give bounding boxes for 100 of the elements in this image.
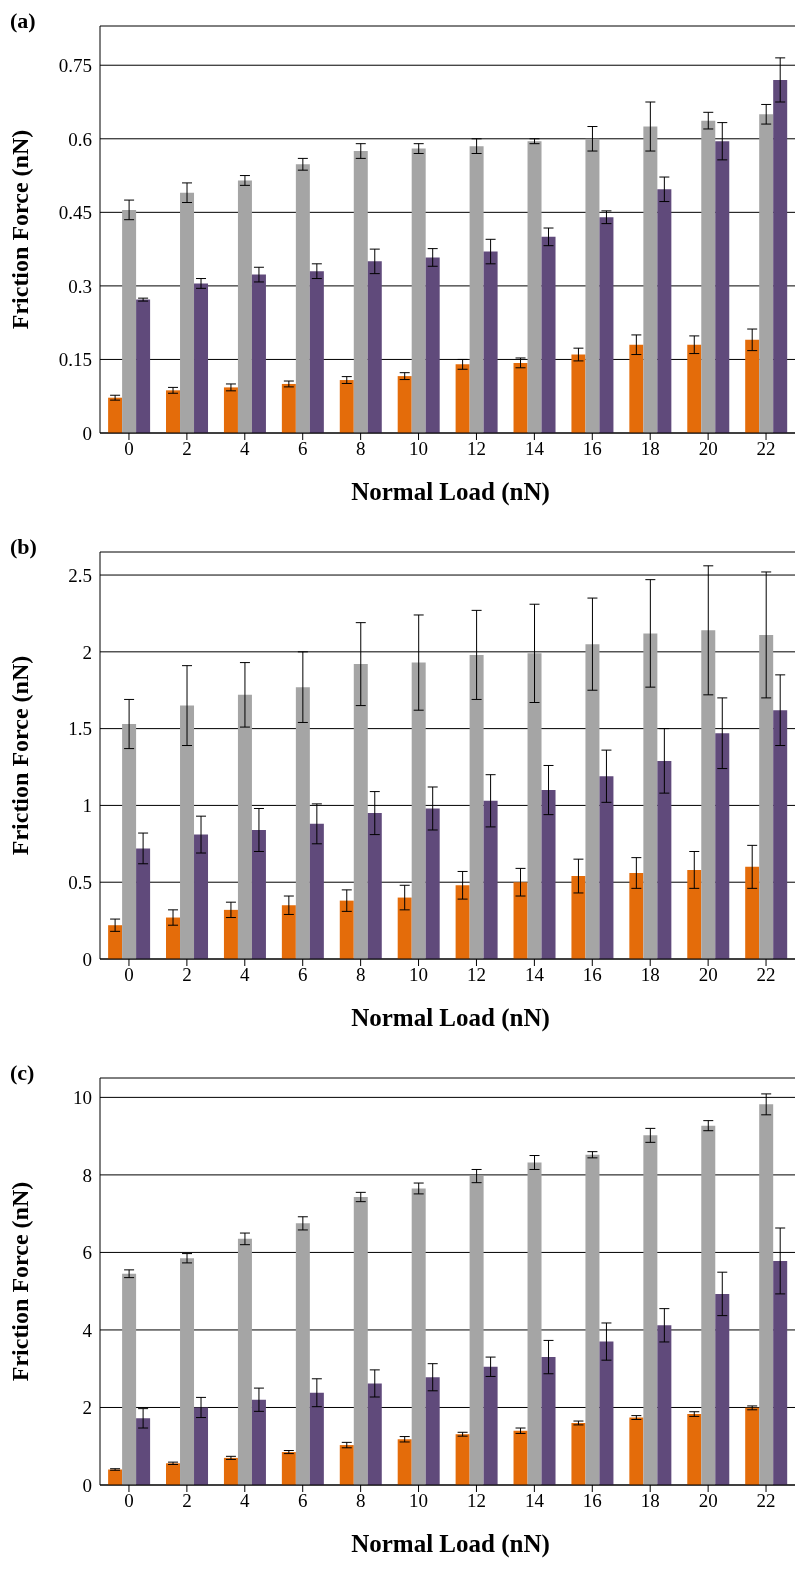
bar — [411, 148, 426, 433]
bar — [281, 383, 296, 433]
bar — [773, 79, 788, 433]
x-tick-label: 4 — [240, 1490, 251, 1512]
bar — [657, 760, 672, 959]
y-tick-label: 2 — [82, 1397, 92, 1419]
bar — [599, 776, 614, 959]
x-tick-label: 8 — [355, 964, 366, 986]
bar — [759, 114, 774, 433]
x-tick-label: 14 — [524, 964, 545, 986]
chart-title: (c) — [10, 1060, 35, 1086]
x-tick-label: 0 — [124, 1490, 134, 1512]
x-tick-label: 18 — [640, 964, 660, 986]
bar — [122, 209, 137, 433]
x-tick-label: 10 — [409, 1490, 429, 1512]
bar — [773, 710, 788, 959]
x-tick-label: 6 — [297, 964, 308, 986]
x-tick-label: 6 — [297, 438, 308, 460]
y-tick-label: 0 — [82, 948, 92, 970]
bar — [367, 1383, 382, 1485]
bar — [108, 397, 123, 433]
bar — [513, 882, 528, 959]
bar — [585, 1154, 600, 1485]
bar — [425, 808, 440, 959]
bar — [166, 390, 181, 433]
bar — [251, 829, 266, 959]
bar — [180, 192, 195, 433]
bar — [237, 1238, 252, 1485]
y-tick-label: 0.5 — [68, 871, 92, 893]
bar — [715, 141, 730, 433]
y-tick-label: 0.75 — [58, 54, 92, 76]
bar — [759, 1104, 774, 1485]
x-tick-label: 10 — [409, 438, 429, 460]
bar — [571, 876, 586, 959]
bar — [715, 733, 730, 959]
bar — [599, 217, 614, 433]
bar — [180, 1258, 195, 1485]
bar — [701, 120, 716, 433]
bar — [397, 897, 412, 959]
x-tick-label: 22 — [756, 438, 776, 460]
x-tick-label: 20 — [698, 964, 718, 986]
y-tick-label: 0.15 — [58, 349, 92, 371]
bar — [309, 271, 324, 433]
bar — [687, 1414, 702, 1485]
bar — [397, 376, 412, 433]
x-tick-label: 2 — [182, 438, 192, 460]
x-axis-title: Normal Load (nN) — [350, 1004, 551, 1032]
bar — [571, 354, 586, 433]
bar — [629, 1417, 644, 1485]
bar — [339, 380, 354, 433]
bar — [281, 905, 296, 959]
bar — [541, 790, 556, 959]
bar — [237, 180, 252, 433]
x-tick-label: 2 — [182, 1490, 192, 1512]
y-axis-title: Friction Force (nN) — [6, 1181, 33, 1382]
y-tick-label: 4 — [82, 1319, 93, 1341]
bar — [411, 1188, 426, 1485]
x-tick-label: 0 — [124, 964, 134, 986]
bar — [166, 917, 181, 959]
bar — [527, 1162, 542, 1485]
bar — [339, 1445, 354, 1485]
bar — [715, 1293, 730, 1485]
x-tick-label: 20 — [698, 438, 718, 460]
bar — [339, 900, 354, 959]
bar — [455, 364, 470, 433]
x-tick-label: 8 — [355, 438, 366, 460]
y-tick-label: 2 — [82, 641, 92, 663]
bar — [166, 1463, 181, 1485]
bar — [483, 800, 498, 959]
bar — [469, 1176, 484, 1485]
y-axis-title: Friction Force (nN) — [6, 655, 33, 856]
bar — [745, 1407, 760, 1485]
bar — [425, 257, 440, 433]
y-tick-label: 1.5 — [68, 718, 92, 740]
x-tick-label: 14 — [524, 438, 545, 460]
y-tick-label: 0 — [82, 1474, 92, 1496]
bar — [353, 664, 368, 959]
bar — [194, 1407, 209, 1485]
bar — [469, 654, 484, 959]
bar — [108, 1469, 123, 1485]
x-tick-label: 10 — [409, 964, 429, 986]
bar — [251, 1399, 266, 1485]
bar — [397, 1439, 412, 1485]
bar — [281, 1452, 296, 1485]
x-tick-label: 12 — [466, 964, 486, 986]
y-tick-label: 0.45 — [58, 202, 92, 224]
y-tick-label: 10 — [73, 1087, 92, 1109]
bar — [309, 823, 324, 959]
bar — [745, 339, 760, 433]
bar — [455, 1434, 470, 1485]
bar — [237, 694, 252, 959]
bar — [657, 1325, 672, 1485]
bar — [367, 813, 382, 959]
bar — [541, 1357, 556, 1485]
y-tick-label: 1 — [82, 795, 92, 817]
x-tick-label: 22 — [756, 964, 776, 986]
x-tick-label: 16 — [582, 438, 602, 460]
bar — [483, 1366, 498, 1485]
y-tick-label: 8 — [82, 1164, 92, 1186]
bar — [367, 261, 382, 433]
